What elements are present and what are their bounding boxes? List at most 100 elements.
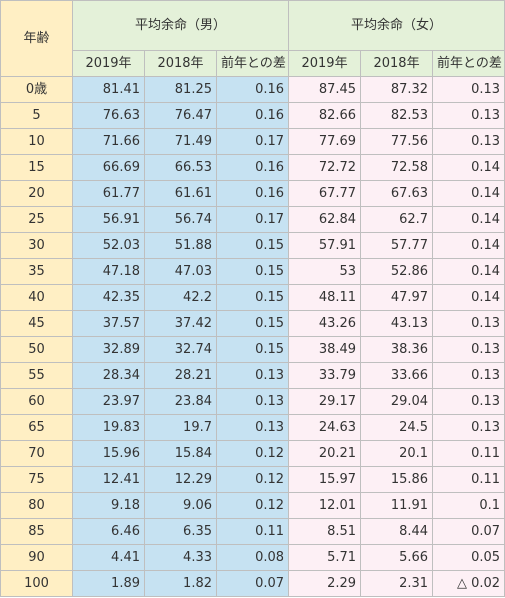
male-2018-cell: 42.2 xyxy=(144,284,217,311)
female-2019-cell: 43.26 xyxy=(288,310,362,337)
female-diff-cell: 0.14 xyxy=(432,284,505,311)
female-diff-cell: 0.14 xyxy=(432,154,505,181)
male-2018-cell: 6.35 xyxy=(144,518,217,545)
age-cell: 60 xyxy=(0,388,73,415)
male-2019-cell: 42.35 xyxy=(72,284,145,311)
female-diff-cell: 0.14 xyxy=(432,258,505,285)
male-diff-cell: 0.15 xyxy=(215,258,290,285)
male-2019-header: 2019年 xyxy=(72,49,145,78)
female-2018-cell: 62.7 xyxy=(360,206,434,233)
table-row: 15 66.69 66.53 0.16 72.72 72.58 0.14 xyxy=(0,154,505,181)
female-diff-cell: 0.13 xyxy=(432,388,505,415)
female-2018-cell: 2.31 xyxy=(360,570,434,597)
table-row: 45 37.57 37.42 0.15 43.26 43.13 0.13 xyxy=(0,310,505,337)
female-2018-cell: 38.36 xyxy=(360,336,434,363)
table-row: 0歳 81.41 81.25 0.16 87.45 87.32 0.13 xyxy=(0,76,505,103)
female-2019-cell: 53 xyxy=(288,258,362,285)
male-2019-cell: 19.83 xyxy=(72,414,145,441)
table-row: 50 32.89 32.74 0.15 38.49 38.36 0.13 xyxy=(0,336,505,363)
female-2019-header: 2019年 xyxy=(288,49,362,78)
male-2019-cell: 6.46 xyxy=(72,518,145,545)
female-group-header: 平均余命（女） xyxy=(288,0,505,51)
female-2019-cell: 87.45 xyxy=(288,76,362,103)
male-2019-cell: 37.57 xyxy=(72,310,145,337)
table-row: 90 4.41 4.33 0.08 5.71 5.66 0.05 xyxy=(0,544,505,571)
male-2018-cell: 19.7 xyxy=(144,414,217,441)
female-2018-cell: 82.53 xyxy=(360,102,434,129)
age-cell: 35 xyxy=(0,258,73,285)
male-diff-cell: 0.08 xyxy=(215,544,290,571)
male-diff-cell: 0.15 xyxy=(215,232,290,259)
male-2019-cell: 56.91 xyxy=(72,206,145,233)
male-diff-cell: 0.15 xyxy=(215,336,290,363)
male-diff-cell: 0.07 xyxy=(215,570,290,597)
male-diff-cell: 0.16 xyxy=(215,180,290,207)
table-row: 85 6.46 6.35 0.11 8.51 8.44 0.07 xyxy=(0,518,505,545)
female-2019-cell: 82.66 xyxy=(288,102,362,129)
female-2019-cell: 33.79 xyxy=(288,362,362,389)
female-diff-cell: 0.05 xyxy=(432,544,505,571)
male-2018-cell: 37.42 xyxy=(144,310,217,337)
table-row: 20 61.77 61.61 0.16 67.77 67.63 0.14 xyxy=(0,180,505,207)
male-2018-cell: 32.74 xyxy=(144,336,217,363)
age-cell: 65 xyxy=(0,414,73,441)
male-diff-header: 前年との差 xyxy=(215,49,290,78)
male-2019-cell: 32.89 xyxy=(72,336,145,363)
table-row: 75 12.41 12.29 0.12 15.97 15.86 0.11 xyxy=(0,466,505,493)
male-2019-cell: 52.03 xyxy=(72,232,145,259)
table-row: 5 76.63 76.47 0.16 82.66 82.53 0.13 xyxy=(0,102,505,129)
male-diff-cell: 0.16 xyxy=(215,76,290,103)
female-2019-cell: 2.29 xyxy=(288,570,362,597)
table-row: 35 47.18 47.03 0.15 53 52.86 0.14 xyxy=(0,258,505,285)
age-cell: 0歳 xyxy=(0,76,73,103)
male-2018-cell: 56.74 xyxy=(144,206,217,233)
table-row: 80 9.18 9.06 0.12 12.01 11.91 0.1 xyxy=(0,492,505,519)
female-2018-cell: 67.63 xyxy=(360,180,434,207)
female-diff-header: 前年との差 xyxy=(432,49,505,78)
female-diff-cell: 0.14 xyxy=(432,180,505,207)
male-2018-cell: 66.53 xyxy=(144,154,217,181)
table-row: 30 52.03 51.88 0.15 57.91 57.77 0.14 xyxy=(0,232,505,259)
age-cell: 70 xyxy=(0,440,73,467)
female-diff-cell: 0.07 xyxy=(432,518,505,545)
age-header: 年齢 xyxy=(0,0,73,77)
age-cell: 90 xyxy=(0,544,73,571)
female-2019-cell: 5.71 xyxy=(288,544,362,571)
male-2019-cell: 47.18 xyxy=(72,258,145,285)
male-2019-cell: 61.77 xyxy=(72,180,145,207)
female-2018-cell: 72.58 xyxy=(360,154,434,181)
male-2019-cell: 76.63 xyxy=(72,102,145,129)
female-diff-cell: 0.13 xyxy=(432,76,505,103)
female-2019-cell: 72.72 xyxy=(288,154,362,181)
female-2018-cell: 52.86 xyxy=(360,258,434,285)
female-2019-cell: 8.51 xyxy=(288,518,362,545)
header-row-groups: 年齢 平均余命（男） 平均余命（女） xyxy=(0,0,505,77)
female-2019-cell: 38.49 xyxy=(288,336,362,363)
male-diff-cell: 0.15 xyxy=(215,310,290,337)
table-body: 0歳 81.41 81.25 0.16 87.45 87.32 0.13 5 76.63 76.4… xyxy=(0,76,505,597)
male-2019-cell: 66.69 xyxy=(72,154,145,181)
female-2019-cell: 67.77 xyxy=(288,180,362,207)
male-2019-cell: 71.66 xyxy=(72,128,145,155)
female-2018-cell: 87.32 xyxy=(360,76,434,103)
male-2018-cell: 23.84 xyxy=(144,388,217,415)
table-row: 100 1.89 1.82 0.07 2.29 2.31 △ 0.02 xyxy=(0,570,505,597)
female-2019-cell: 24.63 xyxy=(288,414,362,441)
male-diff-cell: 0.16 xyxy=(215,154,290,181)
female-2018-cell: 43.13 xyxy=(360,310,434,337)
age-cell: 100 xyxy=(0,570,73,597)
age-cell: 40 xyxy=(0,284,73,311)
female-diff-cell: 0.13 xyxy=(432,102,505,129)
female-2018-cell: 47.97 xyxy=(360,284,434,311)
female-diff-cell: 0.13 xyxy=(432,362,505,389)
age-cell: 5 xyxy=(0,102,73,129)
male-2018-cell: 71.49 xyxy=(144,128,217,155)
header-row-columns: 2019年 2018年 前年との差 2019年 2018年 前年との差 xyxy=(1,49,505,78)
female-diff-cell: 0.13 xyxy=(432,414,505,441)
table-row: 70 15.96 15.84 0.12 20.21 20.1 0.11 xyxy=(0,440,505,467)
female-2019-cell: 29.17 xyxy=(288,388,362,415)
age-cell: 50 xyxy=(0,336,73,363)
male-2018-cell: 76.47 xyxy=(144,102,217,129)
male-diff-cell: 0.17 xyxy=(215,206,290,233)
female-2018-cell: 24.5 xyxy=(360,414,434,441)
